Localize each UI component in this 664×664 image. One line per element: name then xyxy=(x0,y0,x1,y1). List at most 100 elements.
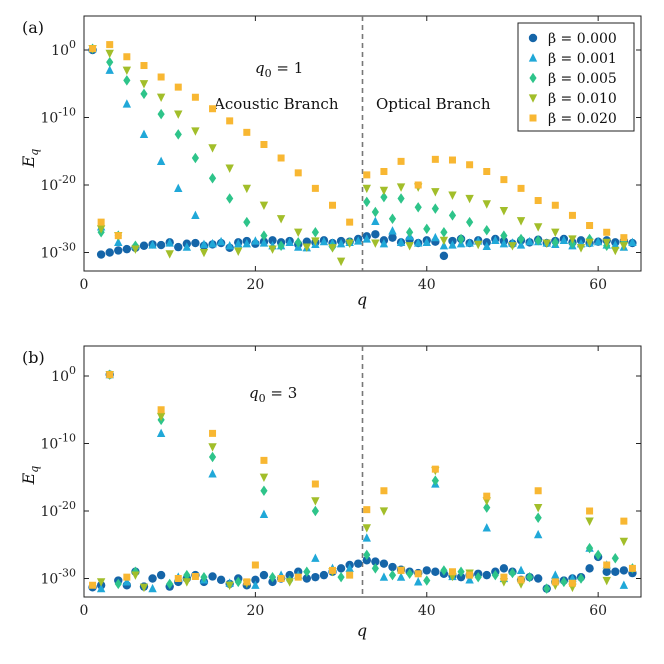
svg-text:Eq: Eq xyxy=(19,149,41,169)
data-point xyxy=(251,580,260,589)
data-point xyxy=(183,569,191,581)
data-point xyxy=(148,574,157,583)
x-tick-label: 40 xyxy=(418,277,436,293)
data-point xyxy=(165,250,174,259)
data-point xyxy=(174,575,182,582)
data-point xyxy=(551,228,560,238)
data-point xyxy=(354,236,363,245)
data-point xyxy=(166,578,174,590)
data-point xyxy=(516,217,526,226)
data-point xyxy=(123,573,131,581)
acoustic-branch-label: Acoustic Branch xyxy=(213,95,339,113)
legend-entry: β = 0.005 xyxy=(548,71,617,87)
data-point xyxy=(448,240,457,249)
data-point xyxy=(139,129,149,138)
data-point xyxy=(234,247,243,256)
data-point xyxy=(431,475,439,486)
x-tick-label: 60 xyxy=(589,603,607,619)
data-point xyxy=(593,236,603,246)
data-point xyxy=(363,506,371,514)
data-point xyxy=(182,578,192,587)
panel-a-marks xyxy=(88,41,637,267)
data-point xyxy=(216,575,226,585)
data-point xyxy=(619,566,629,575)
data-point xyxy=(431,188,440,197)
data-point xyxy=(105,65,114,74)
data-point xyxy=(294,228,303,238)
data-point xyxy=(431,155,439,163)
x-tick-label: 20 xyxy=(246,603,264,619)
data-point xyxy=(208,144,217,153)
data-point xyxy=(379,559,389,568)
data-point xyxy=(611,240,620,249)
data-point xyxy=(542,239,551,248)
data-point xyxy=(208,238,217,248)
data-point xyxy=(156,570,166,580)
data-point xyxy=(534,235,542,246)
data-point xyxy=(602,238,611,248)
panel-a-ylabel: Eq xyxy=(19,149,41,169)
panel-a-xlabel: q xyxy=(357,290,367,309)
data-point xyxy=(516,565,526,574)
data-point xyxy=(268,236,277,245)
data-point xyxy=(551,201,559,209)
data-point xyxy=(319,236,329,246)
data-point xyxy=(500,573,508,581)
data-point xyxy=(482,241,491,251)
data-point xyxy=(156,93,166,103)
data-point xyxy=(243,128,251,136)
data-point xyxy=(336,257,346,267)
x-tick-label: 0 xyxy=(80,603,89,619)
data-point xyxy=(208,173,217,184)
data-point xyxy=(380,487,388,495)
data-point xyxy=(491,569,499,581)
data-point xyxy=(277,240,285,251)
data-point xyxy=(106,41,114,49)
data-point xyxy=(491,235,500,244)
data-point xyxy=(294,169,302,177)
panel-b-marks xyxy=(88,369,637,594)
data-point xyxy=(474,571,482,583)
data-point xyxy=(139,583,149,593)
data-point xyxy=(96,578,106,587)
data-point xyxy=(139,241,149,250)
data-point xyxy=(466,216,474,228)
data-point xyxy=(251,561,259,569)
data-point xyxy=(363,549,371,561)
data-point xyxy=(363,196,371,208)
data-point xyxy=(431,465,439,473)
x-tick-label: 40 xyxy=(418,603,436,619)
data-point xyxy=(388,233,397,242)
data-point xyxy=(508,242,517,251)
data-point xyxy=(96,250,106,259)
data-point xyxy=(388,562,397,572)
data-point xyxy=(157,73,165,81)
data-point xyxy=(251,575,260,585)
data-point xyxy=(191,152,199,164)
data-point xyxy=(208,443,217,452)
data-point xyxy=(294,237,302,248)
data-point xyxy=(208,572,217,581)
series-4 xyxy=(89,41,628,242)
data-point xyxy=(602,567,611,576)
data-point xyxy=(440,565,448,576)
data-point xyxy=(465,575,474,584)
data-point xyxy=(140,62,148,70)
data-point xyxy=(260,485,268,496)
data-point xyxy=(122,577,132,586)
data-point xyxy=(594,549,602,561)
data-point xyxy=(328,244,337,253)
data-point xyxy=(209,105,217,113)
legend-marker xyxy=(529,114,537,122)
data-point xyxy=(311,237,320,246)
y-tick-label: 100 xyxy=(51,364,76,385)
data-point xyxy=(329,566,337,574)
data-point xyxy=(456,572,466,582)
data-point xyxy=(619,242,629,251)
data-point xyxy=(114,237,123,246)
legend: β = 0.000 β = 0.001 β = 0.005 β = 0.010 β = … xyxy=(517,22,635,132)
data-point xyxy=(303,566,311,577)
data-point xyxy=(285,570,294,580)
data-point xyxy=(371,230,380,239)
